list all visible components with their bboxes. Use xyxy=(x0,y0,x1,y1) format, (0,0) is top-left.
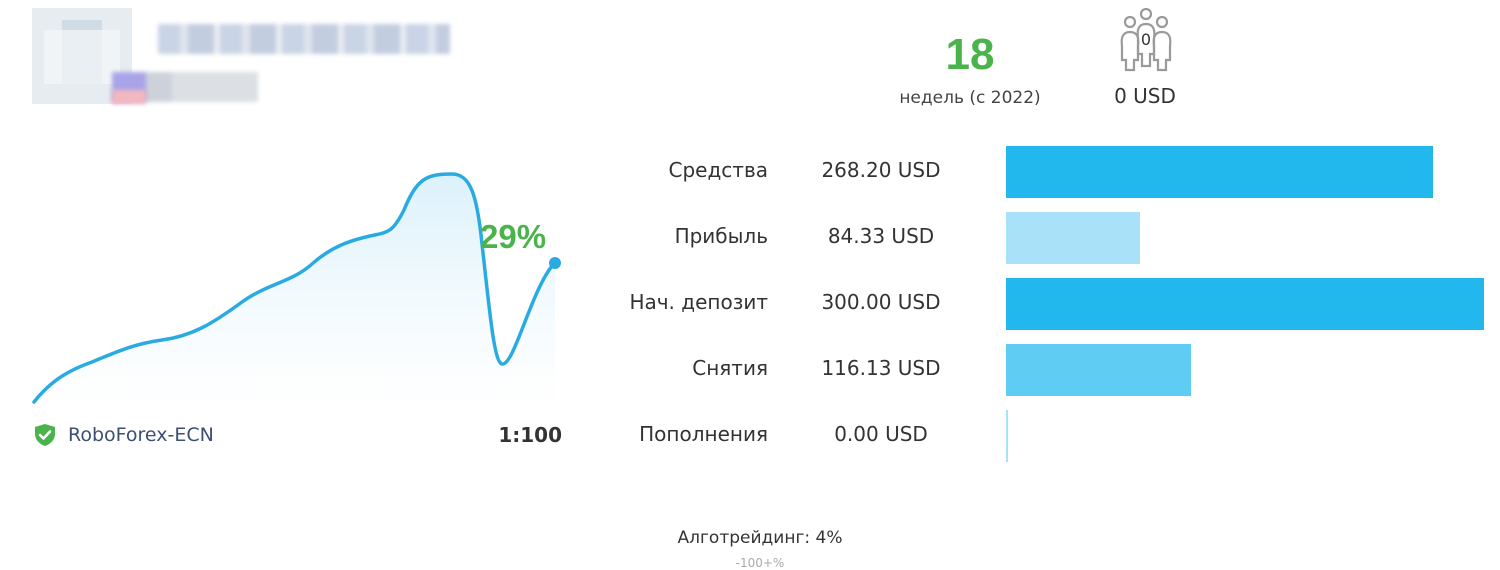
stat-bar xyxy=(1006,146,1433,198)
weeks-count: 18 xyxy=(945,30,995,79)
stat-bar xyxy=(1006,410,1008,462)
stat-value: 84.33 USD xyxy=(827,224,935,248)
broker-server[interactable]: RoboForex-ECN xyxy=(34,423,214,447)
stat-value: 268.20 USD xyxy=(821,158,941,182)
people-group-icon xyxy=(1120,7,1172,72)
shield-check-icon xyxy=(35,424,55,446)
account-name-redacted[interactable] xyxy=(158,24,450,54)
stat-row: Снятия 116.13 USD xyxy=(580,344,1500,396)
stat-label: Снятия xyxy=(692,356,768,380)
stat-row: Нач. депозит 300.00 USD xyxy=(580,278,1500,330)
subscribers-count: 0 xyxy=(1140,30,1152,49)
subscribers-funds: 0 USD xyxy=(1114,84,1176,108)
growth-area xyxy=(34,174,555,408)
stat-label: Нач. депозит xyxy=(629,290,768,314)
stat-label: Прибыль xyxy=(674,224,768,248)
account-avatar[interactable] xyxy=(32,8,132,104)
growth-chart[interactable] xyxy=(32,164,567,408)
weeks-label: недель (с 2022) xyxy=(899,88,1041,108)
growth-line xyxy=(32,172,557,404)
leverage: 1:100 xyxy=(498,423,562,447)
stat-row: Средства 268.20 USD xyxy=(580,146,1500,198)
stat-row: Пополнения 0.00 USD xyxy=(580,410,1500,462)
algo-trading: Алготрейдинг: 4% xyxy=(677,528,843,548)
stat-bar xyxy=(1006,212,1140,264)
growth-endpoint xyxy=(549,257,561,269)
stat-row: Прибыль 84.33 USD xyxy=(580,212,1500,264)
stat-value: 0.00 USD xyxy=(834,422,928,446)
stat-label: Средства xyxy=(668,158,768,182)
stat-label: Пополнения xyxy=(639,422,768,446)
broker-name[interactable]: RoboForex-ECN xyxy=(68,424,214,446)
stat-bar xyxy=(1006,344,1191,396)
footer-note: -100+% xyxy=(735,556,785,570)
account-flag-redacted xyxy=(112,90,146,104)
stat-value: 300.00 USD xyxy=(821,290,941,314)
stat-value: 116.13 USD xyxy=(821,356,941,380)
stat-bar xyxy=(1006,278,1484,330)
growth-percent: 29% xyxy=(480,218,547,255)
